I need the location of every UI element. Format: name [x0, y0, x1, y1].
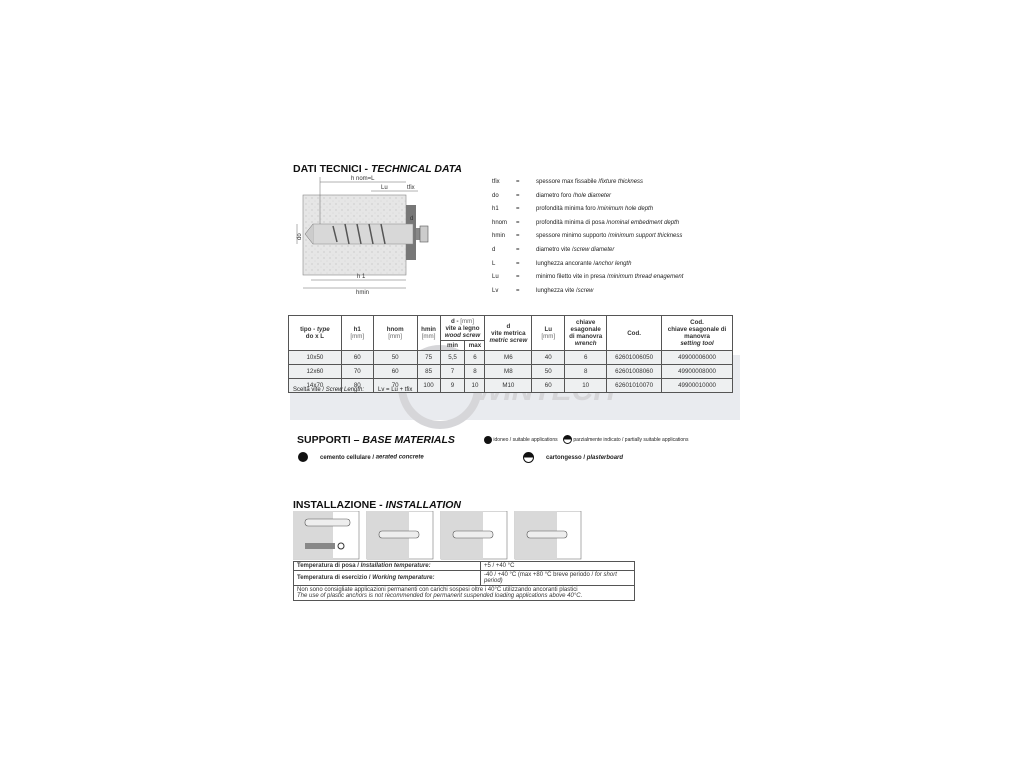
partial-dot-icon	[523, 452, 534, 463]
table-row: 12x60 70 60 85 7 8 M8 50 8 62601008060 49900008000	[288, 364, 733, 379]
legend-item: d = diametro vite / screw diameter	[492, 246, 615, 253]
legend-item: tfix = spessore max fissabile / fixture th…	[492, 179, 644, 185]
supports-key: idoneo / suitable applications parzialme…	[484, 435, 688, 444]
table-row: 14x70 80 70 100 9 10 M10 60 10 62601010070 4990001…	[288, 378, 733, 393]
symbol-legend: tfix = spessore max fissabile / fixture th…	[492, 176, 683, 298]
legend-item: hmin = spessore minimo supporto / minimum …	[492, 233, 683, 240]
suitable-dot-icon	[298, 452, 308, 462]
label-d: d	[410, 216, 413, 222]
installation-step-3	[440, 511, 508, 560]
legend-item: L = lunghezza ancorante / anchor length	[492, 260, 632, 267]
label-do: do	[297, 233, 303, 240]
supports-title: SUPPORTI – BASE MATERIALS	[297, 434, 455, 446]
label-lu: Lu	[381, 185, 388, 191]
table-row: 10x50 60 50 75 5,5 6 M6 40 6 62601006050 499000060…	[288, 350, 733, 365]
label-hmin: hmin	[356, 290, 369, 296]
temperature-table: Temperatura di posa / Installation tempe…	[293, 561, 635, 601]
table-footnote: Scelta vite / Screw Length: Lv = Lu + tfi…	[293, 387, 413, 393]
technical-data-title: DATI TECNICI - TECHNICAL DATA	[293, 163, 462, 175]
legend-item: do = diametro foro / hole diameter	[492, 192, 612, 199]
partial-dot-icon	[563, 435, 572, 444]
installation-title: INSTALLAZIONE - INSTALLATION	[293, 499, 461, 511]
installation-step-4	[514, 511, 582, 560]
label-tfix: tfix	[407, 185, 415, 191]
installation-step-2	[366, 511, 434, 560]
label-hnom: h nom=L	[351, 176, 375, 182]
installation-steps	[293, 511, 582, 560]
material-aerated-concrete: cemento cellulare / aerated concrete	[298, 452, 424, 462]
anchor-diagram: h nom=L Lu tfix do d h 1 hmin	[296, 176, 429, 296]
material-plasterboard: cartongesso / plasterboard	[523, 452, 623, 463]
legend-item: Lv = lunghezza vite / screw	[492, 287, 594, 294]
technical-table: tipo - type do x L h1 [mm] hnom [mm] hmin [m…	[288, 315, 733, 393]
legend-item: hnom = profondità minima di posa / nominal…	[492, 219, 680, 226]
legend-item: h1 = profondità minima foro / minimum hole…	[492, 206, 654, 213]
suitable-dot-icon	[484, 435, 492, 444]
label-h1: h 1	[357, 274, 366, 280]
legend-item: Lu = minimo filetto vite in presa / minimu…	[492, 274, 684, 281]
installation-step-1	[293, 511, 360, 560]
